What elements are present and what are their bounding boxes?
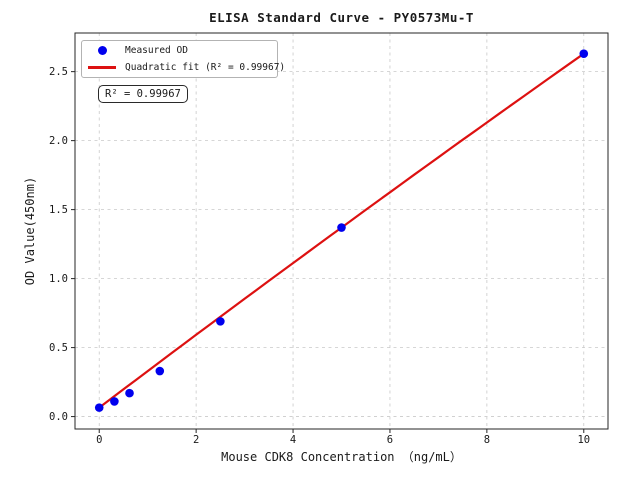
y-tick-label: 2.5 xyxy=(49,66,68,78)
x-axis-label: Mouse CDK8 Concentration （ng/mL） xyxy=(221,450,462,464)
data-point xyxy=(155,366,165,376)
x-tick-label: 8 xyxy=(484,434,490,446)
data-point xyxy=(337,223,346,232)
y-tick-label: 0.5 xyxy=(49,342,68,354)
legend-label-quadratic-fit: Quadratic fit (R² = 0.99967) xyxy=(125,61,286,73)
x-tick-label: 2 xyxy=(193,434,199,446)
legend: Measured OD Quadratic fit (R² = 0.99967) xyxy=(81,40,285,78)
legend-swatch xyxy=(88,65,116,69)
r-squared-annotation: R² = 0.99967 xyxy=(98,85,188,103)
y-tick-label: 2.0 xyxy=(49,135,68,147)
data-point xyxy=(125,388,134,398)
axes-frame xyxy=(74,32,609,430)
legend-label-measured-od: Measured OD xyxy=(125,45,188,57)
fit-line-icon xyxy=(88,65,116,69)
data-point xyxy=(110,397,119,406)
x-tick-label: 4 xyxy=(290,434,296,446)
chart-title: ELISA Standard Curve - PY0573Mu-T xyxy=(209,10,474,25)
x-tick-label: 0 xyxy=(96,434,102,446)
data-point xyxy=(94,403,104,412)
scatter-marker-icon xyxy=(97,46,107,56)
data-point xyxy=(579,49,589,58)
y-tick-label: 1.5 xyxy=(49,204,68,216)
x-tick-label: 10 xyxy=(577,434,590,446)
y-tick-label: 1.0 xyxy=(49,273,68,285)
legend-item-measured-od: Measured OD xyxy=(82,43,277,59)
data-point xyxy=(216,317,225,326)
x-tick-label: 6 xyxy=(387,434,393,446)
legend-item-quadratic-fit: Quadratic fit (R² = 0.99967) xyxy=(82,59,285,75)
legend-swatch xyxy=(88,46,116,56)
y-tick-label: 0.0 xyxy=(49,411,68,423)
